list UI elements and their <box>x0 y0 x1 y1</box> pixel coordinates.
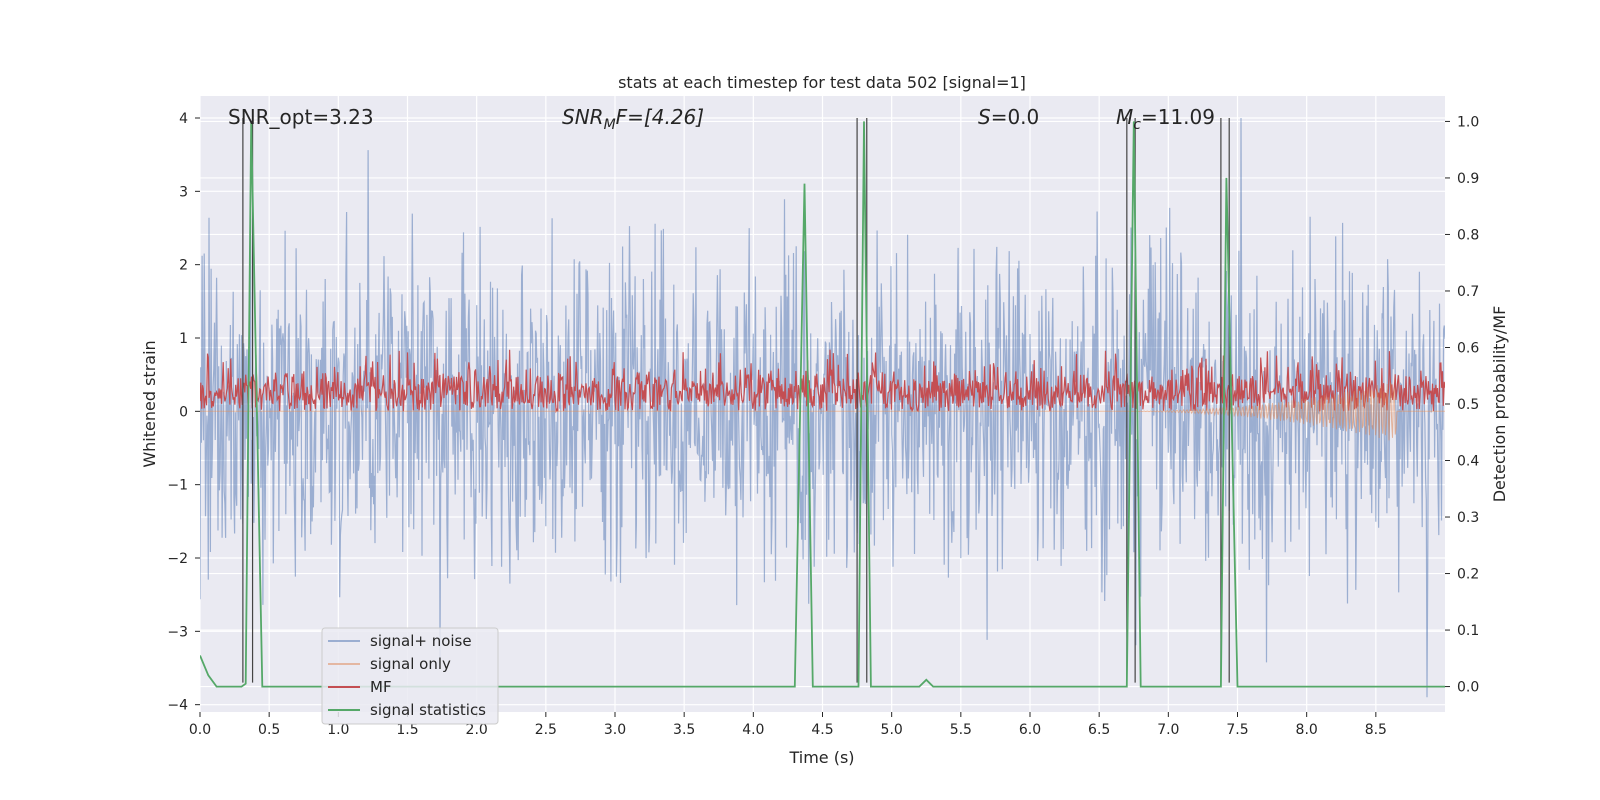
x-tick-label: 5.5 <box>950 722 972 738</box>
mc-sub: c <box>1133 117 1141 133</box>
x-tick-label: 1.5 <box>396 722 418 738</box>
y-tick-label: −3 <box>167 624 188 640</box>
x-tick-label: 2.0 <box>466 722 488 738</box>
y2-tick-label: 0.1 <box>1457 623 1479 639</box>
y-tick-label: 3 <box>179 184 188 200</box>
snr-mf-main: SNR <box>562 105 604 129</box>
signal-statistics-series <box>200 121 1445 688</box>
y2-tick-label: 0.2 <box>1457 567 1479 583</box>
mc-main: M <box>1116 105 1133 129</box>
x-tick-label: 6.5 <box>1088 722 1110 738</box>
y2-tick-label: 0.5 <box>1457 397 1479 413</box>
mf-series <box>200 349 1445 414</box>
y-tick-label: −1 <box>167 478 188 494</box>
y2-tick-label: 0.3 <box>1457 510 1479 526</box>
x-tick-label: 5.0 <box>881 722 903 738</box>
annotation-mc: Mc=11.09 <box>1116 105 1215 133</box>
s-rest: =0.0 <box>991 105 1040 129</box>
y2-tick-label: 0.0 <box>1457 680 1479 696</box>
y-tick-label: 4 <box>179 111 188 127</box>
signal-only-series <box>200 382 1445 441</box>
y2-tick-label: 0.8 <box>1457 227 1479 243</box>
y2-axis-label: Detection probability/MF <box>1490 306 1509 503</box>
legend: signal+ noise signal only MF signal stat… <box>321 627 499 725</box>
y-tick-label: 1 <box>179 331 188 347</box>
y-axis-label: Whitened strain <box>140 340 159 467</box>
x-tick-label: 0.0 <box>189 722 211 738</box>
y-tick-label: 0 <box>179 404 188 420</box>
signal-statistics-line <box>200 121 1445 688</box>
legend-label-signal-statistics: signal statistics <box>370 701 486 719</box>
x-tick-label: 7.5 <box>1226 722 1248 738</box>
x-tick-label: 8.5 <box>1365 722 1387 738</box>
y2-tick-label: 1.0 <box>1457 114 1479 130</box>
x-tick-label: 6.0 <box>1019 722 1041 738</box>
s-main: S <box>978 105 991 129</box>
legend-label-mf: MF <box>370 678 392 696</box>
snr-mf-rest: F=[4.26] <box>616 105 704 129</box>
mc-rest: =11.09 <box>1141 105 1215 129</box>
y2-tick-label: 0.7 <box>1457 284 1479 300</box>
x-tick-label: 4.0 <box>742 722 764 738</box>
legend-label-signal-only: signal only <box>370 655 451 673</box>
x-tick-label: 3.0 <box>604 722 626 738</box>
x-tick-label: 0.5 <box>258 722 280 738</box>
x-tick-label: 8.0 <box>1296 722 1318 738</box>
legend-label-signal-noise: signal+ noise <box>370 632 472 650</box>
annotation-snr-opt: SNR_opt=3.23 <box>228 105 374 129</box>
signal-only-line <box>200 382 1445 441</box>
x-tick-label: 2.5 <box>535 722 557 738</box>
x-tick-label: 1.0 <box>327 722 349 738</box>
y2-tick-label: 0.4 <box>1457 454 1479 470</box>
x-axis-label: Time (s) <box>788 748 854 767</box>
y2-tick-label: 0.9 <box>1457 171 1479 187</box>
x-tick-label: 3.5 <box>673 722 695 738</box>
y2-tick-label: 0.6 <box>1457 340 1479 356</box>
legend-frame <box>321 627 499 725</box>
y-tick-label: −2 <box>167 551 188 567</box>
x-tick-label: 7.0 <box>1157 722 1179 738</box>
mf-line <box>200 349 1445 414</box>
y2-axis-ticks: 1.0 0.9 0.8 0.7 0.6 0.5 0.4 0.3 0.2 0.1 0.0 <box>1445 114 1479 696</box>
x-axis-ticks: 0.0 0.5 1.0 1.5 2.0 2.5 3.0 3.5 4.0 4.5 5.0 5.5 6.0 6… <box>189 712 1387 738</box>
y-axis-ticks: 4 3 2 1 0 −1 −2 −3 −4 <box>167 111 200 714</box>
y-tick-label: 2 <box>179 258 188 274</box>
annotation-s: S=0.0 <box>978 105 1039 129</box>
y-tick-label: −4 <box>167 698 188 714</box>
annotation-snr-mf: SNRMF=[4.26] <box>562 105 704 133</box>
chart-title: stats at each timestep for test data 502… <box>618 73 1026 92</box>
snr-mf-sub: M <box>604 117 616 133</box>
x-tick-label: 4.5 <box>811 722 833 738</box>
